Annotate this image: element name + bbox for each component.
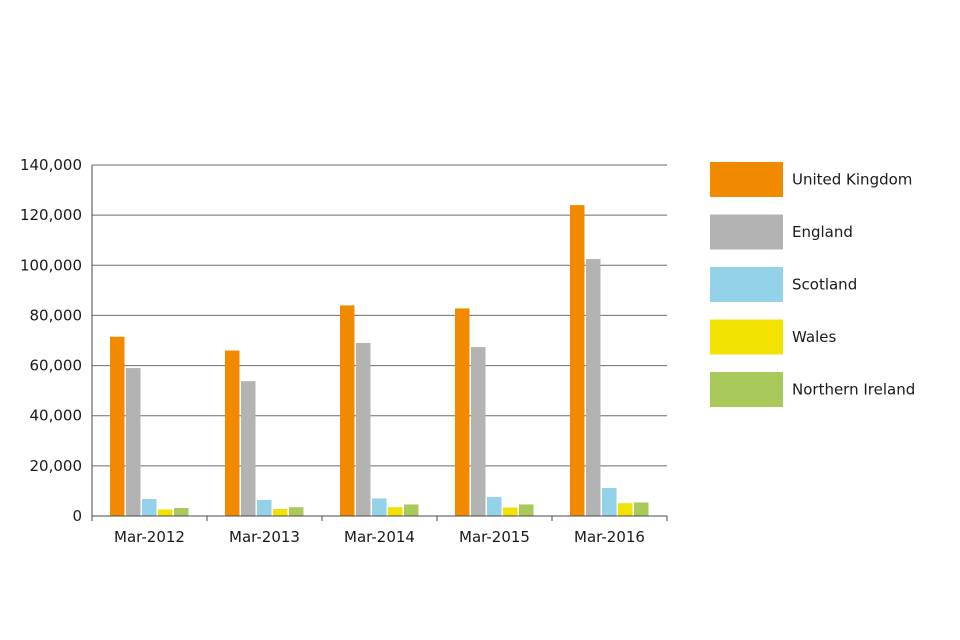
- bar-scotland-mar-2014: [372, 498, 387, 516]
- legend-label: Wales: [792, 328, 836, 346]
- bar-northern-ireland-mar-2014: [404, 504, 419, 516]
- y-tick-label: 120,000: [20, 206, 82, 224]
- legend-swatch-scotland: [710, 267, 783, 302]
- bar-england-mar-2012: [126, 368, 141, 516]
- legend-swatch-united-kingdom: [710, 162, 783, 197]
- bars: [110, 205, 649, 516]
- x-tick-label: Mar-2015: [459, 528, 530, 546]
- bar-northern-ireland-mar-2015: [519, 504, 534, 516]
- gridlines: [92, 164, 667, 467]
- legend-label: Scotland: [792, 276, 857, 294]
- y-tick-label: 0: [72, 507, 82, 525]
- y-tick-label: 140,000: [20, 156, 82, 174]
- y-tick-label: 40,000: [30, 407, 83, 425]
- y-tick-label: 20,000: [30, 457, 83, 475]
- x-axis-tick-labels: Mar-2012 Mar-2013 Mar-2014 Mar-2015 Mar-2016: [114, 528, 645, 546]
- bar-scotland-mar-2015: [487, 496, 502, 516]
- axes: [91, 165, 668, 521]
- bar-scotland-mar-2012: [142, 498, 157, 516]
- legend-label: Northern Ireland: [792, 381, 915, 399]
- bar-wales-mar-2013: [273, 508, 288, 516]
- legend: United Kingdom England Scotland Wales Northe…: [710, 162, 915, 407]
- bar-united-kingdom-mar-2013: [225, 350, 240, 516]
- bar-scotland-mar-2013: [257, 499, 272, 516]
- y-axis-tick-labels: 0 20,000 40,000 60,000 80,000 100,000 120,000 1…: [20, 156, 82, 525]
- bar-wales-mar-2014: [388, 507, 403, 516]
- legend-swatch-england: [710, 214, 783, 250]
- bar-scotland-mar-2016: [602, 487, 617, 516]
- bar-united-kingdom-mar-2015: [455, 308, 470, 516]
- y-tick-label: 60,000: [30, 357, 83, 375]
- y-tick-label: 80,000: [30, 306, 83, 324]
- x-tick-label: Mar-2012: [114, 528, 185, 546]
- legend-label: United Kingdom: [792, 171, 912, 189]
- bar-united-kingdom-mar-2012: [110, 336, 125, 516]
- bar-england-mar-2013: [241, 381, 256, 516]
- x-tick-label: Mar-2014: [344, 528, 415, 546]
- bar-england-mar-2016: [586, 259, 601, 516]
- bar-northern-ireland-mar-2012: [174, 507, 189, 516]
- legend-swatch-northern-ireland: [710, 372, 783, 407]
- y-tick-label: 100,000: [20, 256, 82, 274]
- bar-northern-ireland-mar-2016: [634, 502, 649, 516]
- x-tick-label: Mar-2016: [574, 528, 645, 546]
- bar-united-kingdom-mar-2014: [340, 305, 355, 516]
- bar-united-kingdom-mar-2016: [570, 205, 585, 516]
- legend-label: England: [792, 223, 853, 241]
- bar-england-mar-2014: [356, 343, 371, 516]
- bar-wales-mar-2012: [158, 509, 173, 516]
- bar-wales-mar-2015: [503, 507, 518, 516]
- bar-england-mar-2015: [471, 347, 486, 516]
- x-tick-label: Mar-2013: [229, 528, 300, 546]
- bar-northern-ireland-mar-2013: [289, 507, 304, 516]
- legend-swatch-wales: [710, 319, 783, 355]
- bar-wales-mar-2016: [618, 503, 633, 516]
